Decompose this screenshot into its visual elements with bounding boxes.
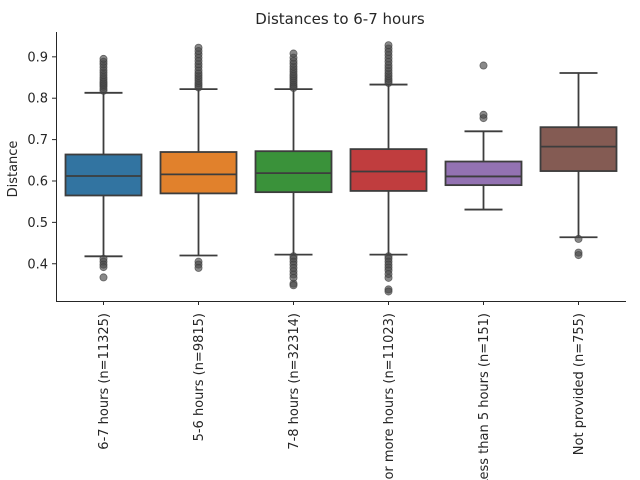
x-tick-label: 7-8 hours (n=32314) — [287, 313, 302, 450]
x-tick-label: 5-6 hours (n=9815) — [192, 313, 207, 441]
outlier-point — [574, 234, 583, 243]
outlier-point — [99, 54, 108, 63]
box-group — [444, 61, 523, 211]
outlier-point — [99, 273, 108, 282]
y-tick-label: 0.7 — [27, 133, 48, 148]
chart-title: Distances to 6-7 hours — [255, 10, 425, 28]
outlier-point — [384, 41, 393, 50]
outlier-point — [384, 273, 393, 282]
x-tick-label: Less than 5 hours (n=151) — [477, 313, 492, 480]
box — [254, 150, 333, 194]
box-group — [349, 41, 428, 296]
outlier-point — [194, 263, 203, 272]
plot-area — [64, 41, 618, 296]
box — [539, 126, 618, 172]
box-group — [64, 54, 143, 282]
outlier-point — [384, 287, 393, 296]
y-axis-label: Distance — [6, 141, 21, 198]
y-tick-label: 0.4 — [27, 257, 48, 272]
box — [159, 151, 238, 195]
x-tick-label: Not provided (n=755) — [572, 313, 587, 455]
x-tick-label: 8 or more hours (n=11023) — [382, 313, 397, 480]
outlier-point — [194, 43, 203, 52]
outlier-point — [289, 281, 298, 290]
outlier-point — [99, 263, 108, 272]
y-tick-label: 0.6 — [27, 174, 48, 189]
y-tick-label: 0.5 — [27, 216, 48, 231]
box-group — [254, 49, 333, 290]
box — [349, 148, 428, 192]
box — [444, 160, 523, 187]
box-group — [539, 72, 618, 260]
box-group — [159, 43, 238, 272]
outlier-point — [574, 251, 583, 260]
y-tick-label: 0.9 — [27, 50, 48, 65]
outlier-point — [289, 49, 298, 58]
x-tick-label: 6-7 hours (n=11325) — [97, 313, 112, 450]
outlier-point — [479, 61, 488, 70]
outlier-point — [479, 110, 488, 119]
y-tick-label: 0.8 — [27, 92, 48, 107]
box — [64, 153, 143, 197]
